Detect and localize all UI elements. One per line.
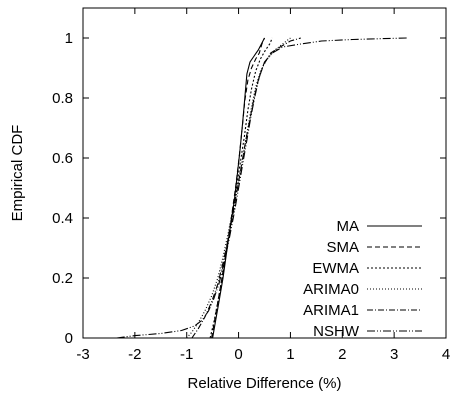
series-line-nshw — [116, 37, 408, 339]
x-tick-label: 2 — [338, 346, 346, 363]
x-tick-label: -2 — [128, 346, 141, 363]
plot-lines — [116, 37, 408, 339]
x-tick-label: -3 — [76, 346, 89, 363]
legend-label-arima1: ARIMA1 — [303, 302, 359, 319]
x-tick-label: 4 — [442, 346, 450, 363]
y-tick-label: 0.2 — [52, 270, 73, 287]
series-line-ma — [212, 37, 265, 339]
x-tick-label: -1 — [180, 346, 193, 363]
x-tick-label: 0 — [234, 346, 242, 363]
plot-frame — [82, 7, 447, 339]
x-tick-label: 1 — [286, 346, 294, 363]
y-tick-label: 0.8 — [52, 90, 73, 107]
legend-label-nshw: NSHW — [313, 323, 360, 340]
x-axis-label: Relative Difference (%) — [188, 375, 342, 392]
legend-label-ewma: EWMA — [312, 260, 359, 277]
y-tick-label: 1 — [65, 30, 73, 47]
axes: -3 -2 -1 0 1 2 3 4 0 0.2 0.4 0.6 0.8 1 — [52, 7, 450, 363]
series-line-ewma — [209, 37, 273, 339]
legend-label-arima0: ARIMA0 — [303, 281, 359, 298]
y-tick-label: 0.4 — [52, 210, 73, 227]
x-tick-label: 3 — [390, 346, 398, 363]
legend: MA SMA EWMA ARIMA0 ARIMA1 NSHW — [303, 218, 422, 340]
legend-label-ma: MA — [337, 218, 360, 235]
y-axis-label: Empirical CDF — [9, 125, 26, 222]
y-tick-label: 0.6 — [52, 150, 73, 167]
series-line-arima1 — [191, 37, 301, 339]
legend-label-sma: SMA — [326, 239, 359, 256]
y-tick-label: 0 — [65, 330, 73, 347]
